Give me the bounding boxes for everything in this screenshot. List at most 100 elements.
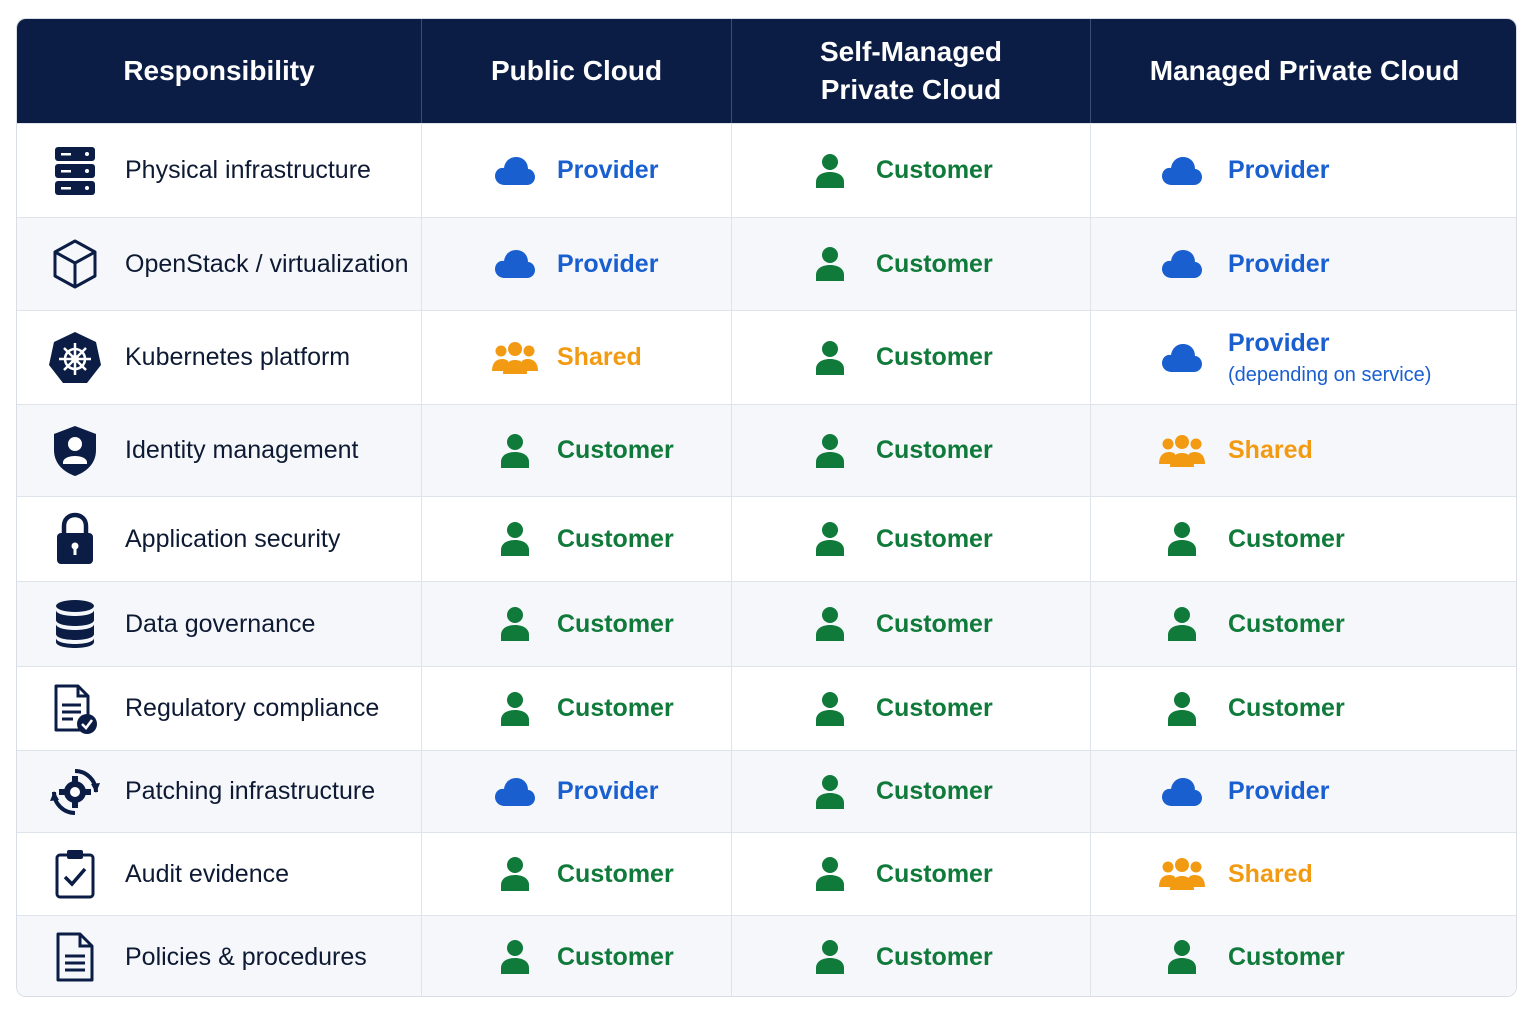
public-cloud-cell: Customer xyxy=(421,497,731,581)
responsibility-cell: Data governance xyxy=(17,582,421,666)
group-icon xyxy=(1159,854,1205,894)
self-cloud-cell: Customer xyxy=(731,218,1090,310)
managed-cloud-cell: Provider xyxy=(1090,124,1516,217)
responsibility-label: Identity management xyxy=(125,436,359,464)
user-icon xyxy=(1159,689,1205,729)
table-row: Identity management Customer Customer Share… xyxy=(17,404,1516,496)
status-value: Customer xyxy=(557,859,674,888)
status-value: Customer xyxy=(876,249,993,278)
responsibility-table: Responsibility Public Cloud Self-Managed… xyxy=(16,18,1517,997)
status-label: Customer xyxy=(1228,943,1345,972)
document-icon xyxy=(47,929,103,985)
status-label: Provider xyxy=(557,250,658,279)
status-label: Customer xyxy=(876,860,993,889)
status-value: Customer xyxy=(876,859,993,888)
server-icon xyxy=(47,143,103,199)
user-icon xyxy=(807,244,853,284)
public-cloud-cell: Provider xyxy=(421,751,731,832)
status-label: Customer xyxy=(876,156,993,185)
self-cloud-cell: Customer xyxy=(731,833,1090,915)
self-cloud-cell: Customer xyxy=(731,497,1090,581)
lock-icon xyxy=(47,511,103,567)
header-responsibility: Responsibility xyxy=(123,55,315,86)
table-row: Kubernetes platform Shared Customer Provide… xyxy=(17,310,1516,404)
responsibility-cell: Kubernetes platform xyxy=(17,311,421,404)
status-note: (depending on service) xyxy=(1228,363,1432,386)
group-icon xyxy=(492,338,538,378)
status-label: Customer xyxy=(876,943,993,972)
status-label: Customer xyxy=(1228,694,1345,723)
status-value: Customer xyxy=(876,694,993,722)
managed-cloud-cell: Shared xyxy=(1090,833,1516,915)
user-icon xyxy=(807,604,853,644)
status-label: Customer xyxy=(876,610,993,639)
status-value: Customer xyxy=(557,524,674,553)
user-icon xyxy=(1159,604,1205,644)
status-label: Customer xyxy=(557,610,674,639)
table-row: Audit evidence Customer Customer Shared xyxy=(17,832,1516,915)
cloud-icon xyxy=(492,772,538,812)
table-row: Patching infrastructure Provider Customer P… xyxy=(17,750,1516,832)
public-cloud-cell: Customer xyxy=(421,667,731,750)
status-value: Customer xyxy=(876,343,993,371)
status-label: Provider xyxy=(557,156,658,185)
status-value: Provider xyxy=(1228,777,1330,805)
status-label: Shared xyxy=(557,343,642,372)
status-value: Customer xyxy=(876,524,993,553)
status-label: Customer xyxy=(557,860,674,889)
self-cloud-cell: Customer xyxy=(731,311,1090,404)
user-icon xyxy=(807,519,853,559)
self-cloud-cell: Customer xyxy=(731,916,1090,996)
status-value: Customer xyxy=(1228,524,1345,553)
table-row: Policies & procedures Customer Customer Cus… xyxy=(17,915,1516,996)
responsibility-label: Data governance xyxy=(125,609,316,638)
status-value: Customer xyxy=(557,694,674,722)
status-value: Customer xyxy=(876,777,993,805)
cloud-icon xyxy=(1159,244,1205,284)
status-value: Shared xyxy=(557,343,642,371)
public-cloud-cell: Customer xyxy=(421,405,731,496)
cloud-icon xyxy=(1159,338,1205,378)
table-header: Responsibility Public Cloud Self-Managed… xyxy=(17,19,1516,123)
status-label: Customer xyxy=(876,694,993,723)
status-value: Customer xyxy=(1228,942,1345,971)
status-label: Customer xyxy=(557,694,674,723)
self-cloud-cell: Customer xyxy=(731,124,1090,217)
cloud-icon xyxy=(492,244,538,284)
status-value: Shared xyxy=(1228,436,1313,464)
user-icon xyxy=(1159,519,1205,559)
status-label: Customer xyxy=(876,250,993,279)
status-label: Customer xyxy=(1228,525,1345,554)
responsibility-label: OpenStack / virtualization xyxy=(125,249,409,278)
clipboard-check-icon xyxy=(47,846,103,902)
managed-cloud-cell: Shared xyxy=(1090,405,1516,496)
managed-cloud-cell: Customer xyxy=(1090,497,1516,581)
user-icon xyxy=(807,431,853,471)
responsibility-label: Kubernetes platform xyxy=(125,343,351,371)
user-icon xyxy=(807,772,853,812)
status-label: Customer xyxy=(876,525,993,554)
responsibility-cell: Patching infrastructure xyxy=(17,751,421,832)
table-row: Data governance Customer Customer Customer xyxy=(17,581,1516,666)
user-icon xyxy=(807,151,853,191)
status-value: Customer xyxy=(557,436,674,464)
status-label: Customer xyxy=(557,436,674,465)
public-cloud-cell: Customer xyxy=(421,582,731,666)
cloud-icon xyxy=(1159,151,1205,191)
gear-refresh-icon xyxy=(47,764,103,820)
status-label: Customer xyxy=(876,777,993,806)
status-label: Provider xyxy=(1228,250,1329,279)
responsibility-label: Audit evidence xyxy=(125,859,290,888)
status-value: Customer xyxy=(876,436,993,464)
self-cloud-cell: Customer xyxy=(731,667,1090,750)
public-cloud-cell: Customer xyxy=(421,916,731,996)
user-icon xyxy=(807,689,853,729)
shield-user-icon xyxy=(47,423,103,479)
managed-cloud-cell: Provider xyxy=(1090,218,1516,310)
status-label: Customer xyxy=(876,343,993,372)
managed-cloud-cell: Customer xyxy=(1090,582,1516,666)
user-icon xyxy=(492,604,538,644)
user-icon xyxy=(492,937,538,977)
header-managed-private-cloud: Managed Private Cloud xyxy=(1090,19,1516,123)
status-label: Shared xyxy=(1228,436,1313,465)
